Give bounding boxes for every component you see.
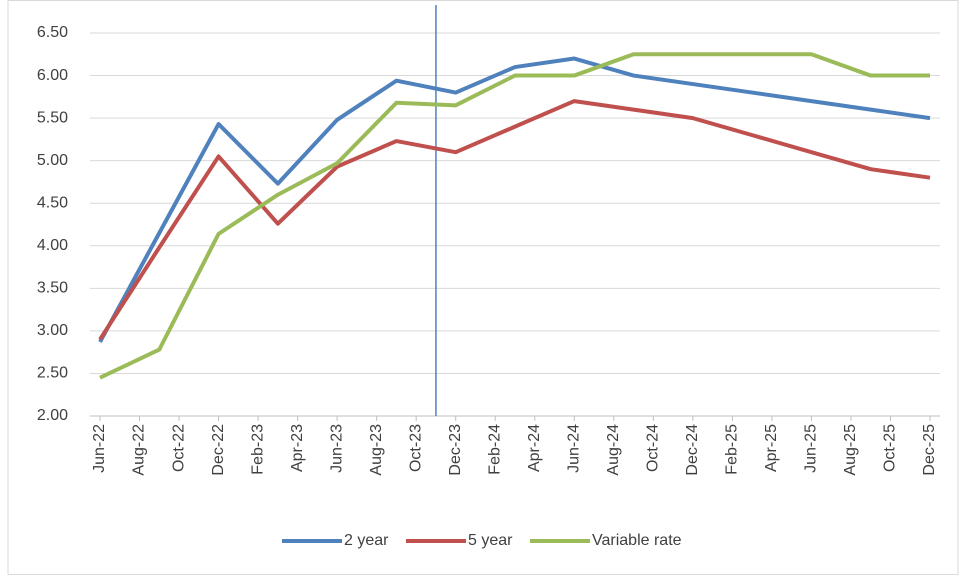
x-tick-label: Dec-25 <box>921 424 938 476</box>
x-tick-label: Feb-24 <box>486 424 503 475</box>
y-tick-label: 6.50 <box>37 24 68 41</box>
y-tick-label: 3.00 <box>37 322 68 339</box>
x-tick-label: Jun-22 <box>91 424 108 473</box>
chart-border <box>7 0 959 575</box>
x-tick-label: Jun-25 <box>803 424 820 473</box>
x-tick-label: Apr-23 <box>289 424 306 472</box>
y-tick-label: 4.00 <box>37 237 68 254</box>
legend-label: 5 year <box>468 532 513 549</box>
x-tick-label: Jun-24 <box>566 424 583 473</box>
y-tick-label: 4.50 <box>37 194 68 211</box>
x-tick-label: Oct-25 <box>882 424 899 472</box>
x-tick-label: Jun-23 <box>328 424 345 473</box>
legend-label: 2 year <box>344 532 389 549</box>
series-line <box>98 99 931 341</box>
x-tick-label: Apr-24 <box>526 424 543 472</box>
x-tick-label: Oct-22 <box>170 424 187 472</box>
y-tick-label: 2.50 <box>37 365 68 382</box>
x-tick-label: Aug-25 <box>842 424 859 476</box>
x-tick-label: Oct-23 <box>407 424 424 472</box>
x-tick-label: Dec-22 <box>210 424 227 476</box>
y-tick-label: 2.00 <box>37 407 68 424</box>
x-tick-label: Feb-23 <box>249 424 266 475</box>
x-tick-label: Feb-25 <box>724 424 741 475</box>
y-tick-label: 5.00 <box>37 152 68 169</box>
x-tick-label: Dec-24 <box>684 424 701 476</box>
y-tick-label: 3.50 <box>37 280 68 297</box>
x-tick-label: Apr-25 <box>763 424 780 472</box>
series-line <box>99 52 930 380</box>
x-tick-label: Aug-23 <box>368 424 385 476</box>
series-line <box>98 56 931 343</box>
x-tick-label: Aug-22 <box>131 424 148 476</box>
x-tick-label: Aug-24 <box>605 424 622 476</box>
y-tick-label: 6.00 <box>37 67 68 84</box>
x-tick-label: Oct-24 <box>645 424 662 472</box>
y-tick-label: 5.50 <box>37 109 68 126</box>
legend-label: Variable rate <box>592 532 682 549</box>
x-tick-label: Dec-23 <box>447 424 464 476</box>
